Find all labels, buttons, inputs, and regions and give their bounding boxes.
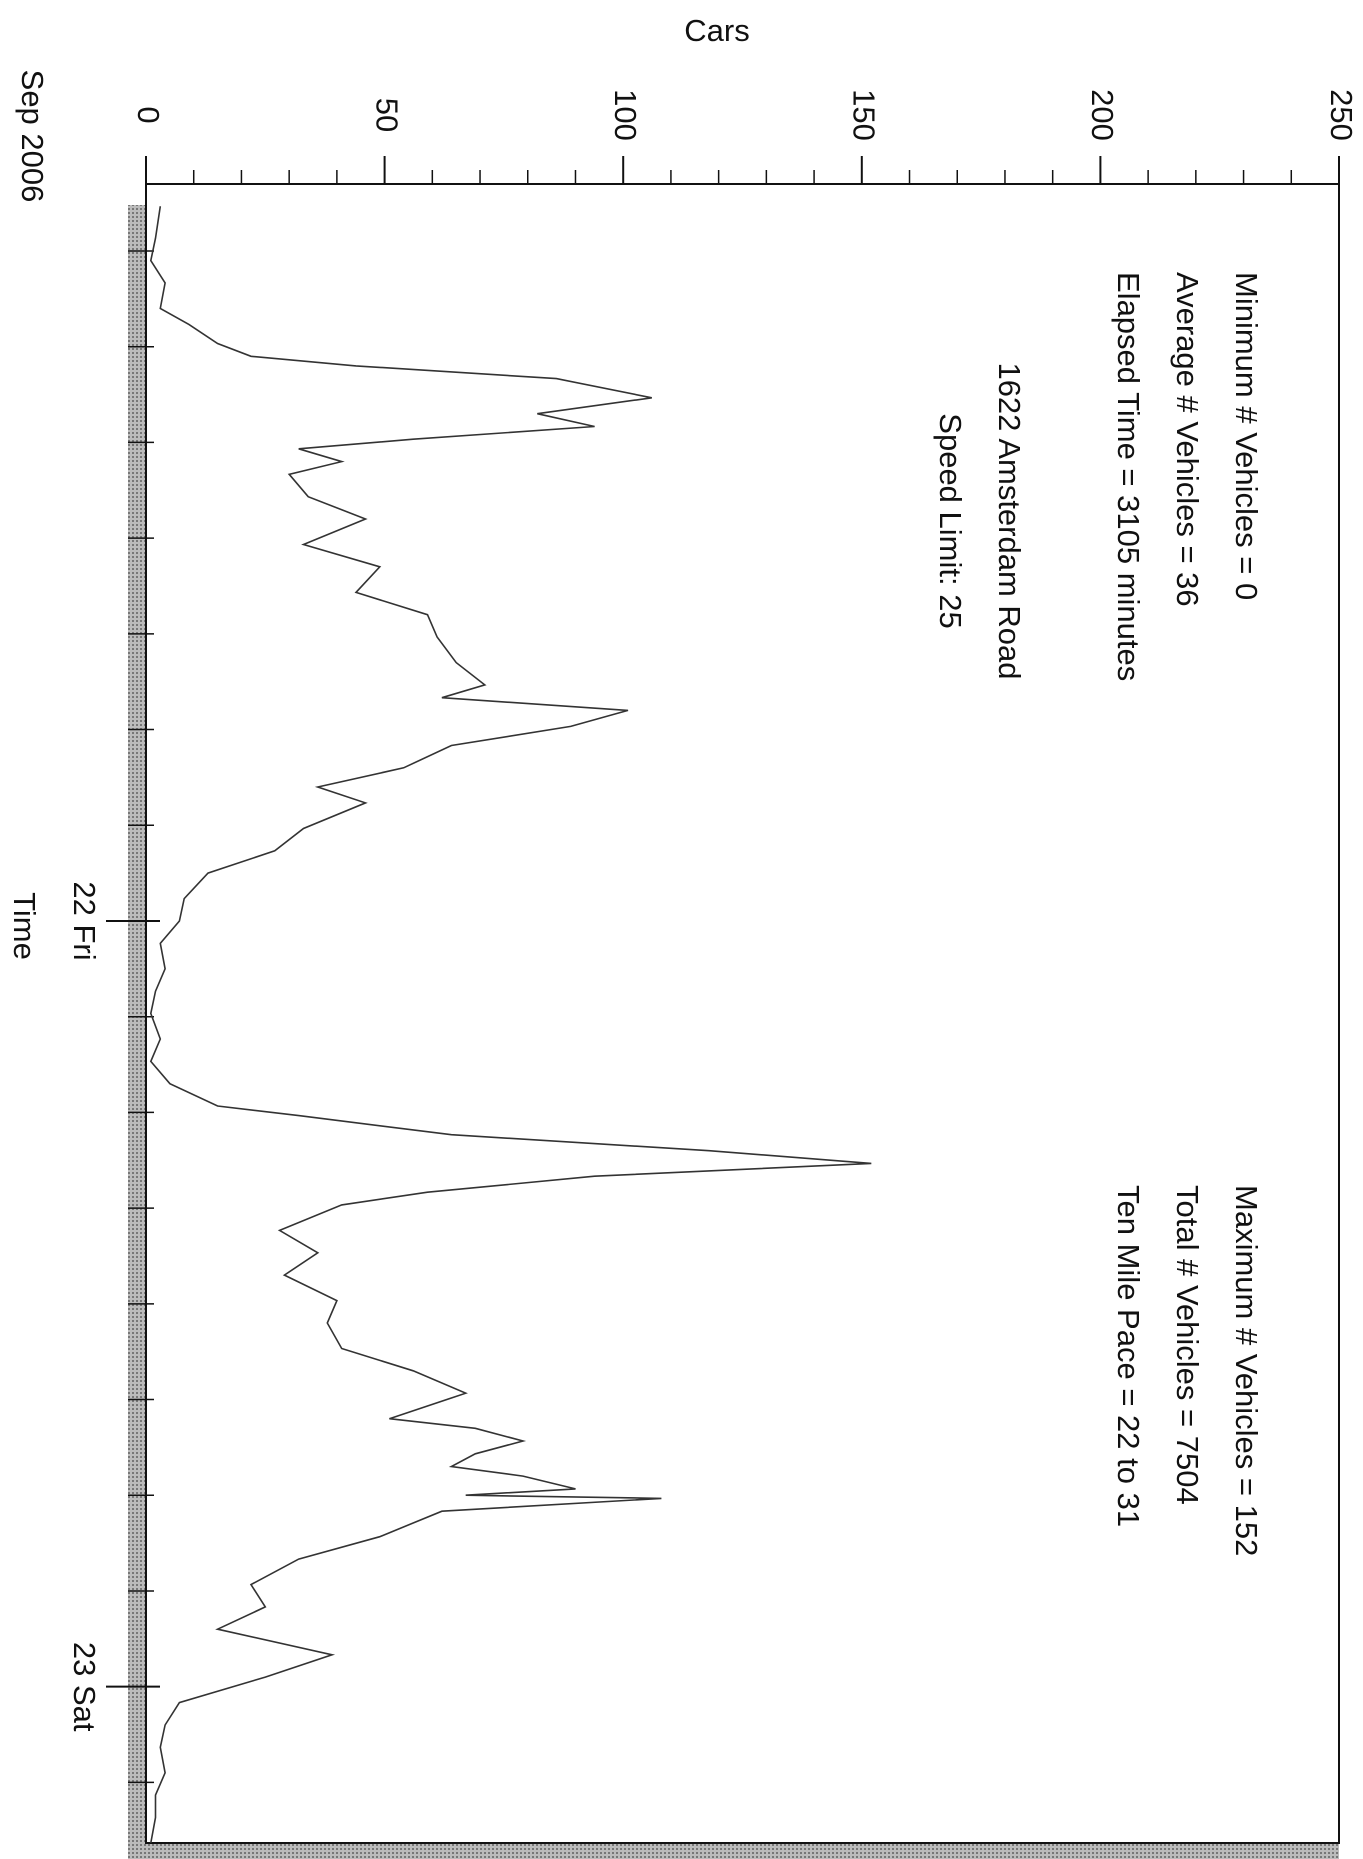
- annotation: Maximum # Vehicles = 152: [1229, 1185, 1264, 1556]
- annotation: Speed Limit: 25: [933, 413, 968, 628]
- shade-left: [128, 205, 146, 1855]
- y-axis-label: Cars: [684, 13, 749, 48]
- x-tick-label: 22 Fri: [67, 881, 102, 960]
- annotation: 1622 Amsterdam Road: [992, 362, 1027, 679]
- y-tick-label: 150: [847, 89, 882, 141]
- annotation: Minimum # Vehicles = 0: [1229, 272, 1264, 600]
- y-tick-label: 250: [1324, 89, 1359, 141]
- plot-frame: [145, 183, 1340, 1844]
- x-axis-label: Time: [7, 892, 42, 960]
- shade-bottom: [128, 1843, 1339, 1859]
- annotation: Average # Vehicles = 36: [1170, 272, 1205, 607]
- y-tick-label: 100: [608, 89, 643, 141]
- annotation: Elapsed Time = 3105 minutes: [1111, 272, 1146, 681]
- y-tick-label: 50: [369, 98, 404, 132]
- annotation: Total # Vehicles = 7504: [1170, 1185, 1205, 1505]
- data-line: [149, 206, 872, 1844]
- y-tick-label: 200: [1085, 89, 1120, 141]
- annotation: Ten Mile Pace = 22 to 31: [1111, 1185, 1146, 1527]
- period-label: Sep 2006: [15, 70, 50, 203]
- x-tick-label: 23 Sat: [67, 1642, 102, 1732]
- y-tick-label: 0: [131, 106, 166, 123]
